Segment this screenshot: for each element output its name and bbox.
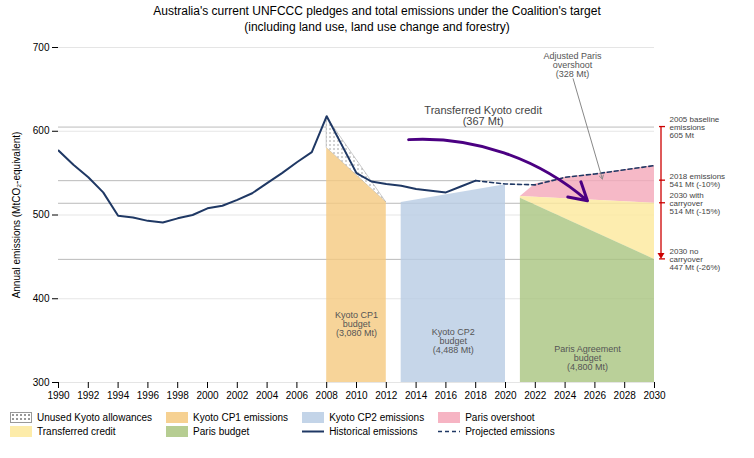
html-text:Paris overshoot: Paris overshoot [465, 412, 535, 424]
svg-text:500: 500 [33, 209, 50, 220]
svg-text:2030 nocarryover447 Mt (-26%): 2030 nocarryover447 Mt (-26%) [670, 247, 721, 272]
svg-text:1992: 1992 [77, 390, 100, 401]
svg-text:2000: 2000 [196, 390, 219, 401]
svg-text:1990: 1990 [47, 390, 70, 401]
svg-text:1998: 1998 [167, 390, 190, 401]
html-text:Kyoto CP1 emissions: Kyoto CP1 emissions [193, 412, 289, 424]
svg-text:600: 600 [33, 126, 50, 137]
svg-text:1994: 1994 [107, 390, 130, 401]
svg-text:700: 700 [33, 42, 50, 53]
svg-text:2008: 2008 [316, 390, 339, 401]
svg-text:2010: 2010 [345, 390, 368, 401]
html-text:Projected emissions: Projected emissions [465, 426, 555, 438]
svg-text:2026: 2026 [584, 390, 607, 401]
html-text:Australia's current UNFCCC ple: Australia's current UNFCCC pledges and t… [153, 4, 601, 34]
html-text:Kyoto CP2 emissions: Kyoto CP2 emissions [329, 412, 425, 424]
svg-text:400: 400 [33, 293, 50, 304]
svg-text:1996: 1996 [137, 390, 160, 401]
svg-text:2014: 2014 [405, 390, 428, 401]
html-text:Historical emissions: Historical emissions [329, 426, 418, 438]
svg-text:Transferred Kyoto credit(367 M: Transferred Kyoto credit(367 Mt) [424, 104, 542, 127]
svg-text:2016: 2016 [435, 390, 458, 401]
html-text:Paris budget: Paris budget [193, 426, 250, 438]
html-text:Transferred credit: Transferred credit [37, 426, 116, 438]
svg-text:2020: 2020 [494, 390, 517, 401]
svg-text:2018: 2018 [465, 390, 488, 401]
svg-text:2022: 2022 [524, 390, 547, 401]
html-text:Unused Kyoto allowances: Unused Kyoto allowances [37, 412, 153, 424]
svg-text:2006: 2006 [286, 390, 309, 401]
svg-text:2005 baselineemissions605 Mt: 2005 baselineemissions605 Mt [670, 115, 720, 140]
svg-text:2002: 2002 [226, 390, 249, 401]
svg-text:300: 300 [33, 377, 50, 388]
svg-text:2024: 2024 [554, 390, 577, 401]
svg-text:2018 emissions541 Mt (-10%): 2018 emissions541 Mt (-10%) [670, 172, 726, 189]
svg-text:2030 withcarryover514 Mt (-15%: 2030 withcarryover514 Mt (-15%) [670, 191, 721, 216]
svg-text:Kyoto CP1budget(3,080 Mt): Kyoto CP1budget(3,080 Mt) [335, 311, 378, 339]
svg-text:2004: 2004 [256, 390, 279, 401]
svg-text:2012: 2012 [375, 390, 398, 401]
svg-text:2028: 2028 [614, 390, 637, 401]
svg-text:Kyoto CP2budget(4,488 Mt): Kyoto CP2budget(4,488 Mt) [432, 327, 475, 355]
svg-text:2030: 2030 [643, 390, 666, 401]
svg-text:Paris Agreementbudget(4,800 Mt: Paris Agreementbudget(4,800 Mt) [554, 344, 621, 372]
svg-text:Adjusted Parisovershoot(328 Mt: Adjusted Parisovershoot(328 Mt) [544, 51, 603, 79]
svg-text:Annual emissions (MtCO₂-equiva: Annual emissions (MtCO₂-equivalent) [11, 132, 22, 299]
